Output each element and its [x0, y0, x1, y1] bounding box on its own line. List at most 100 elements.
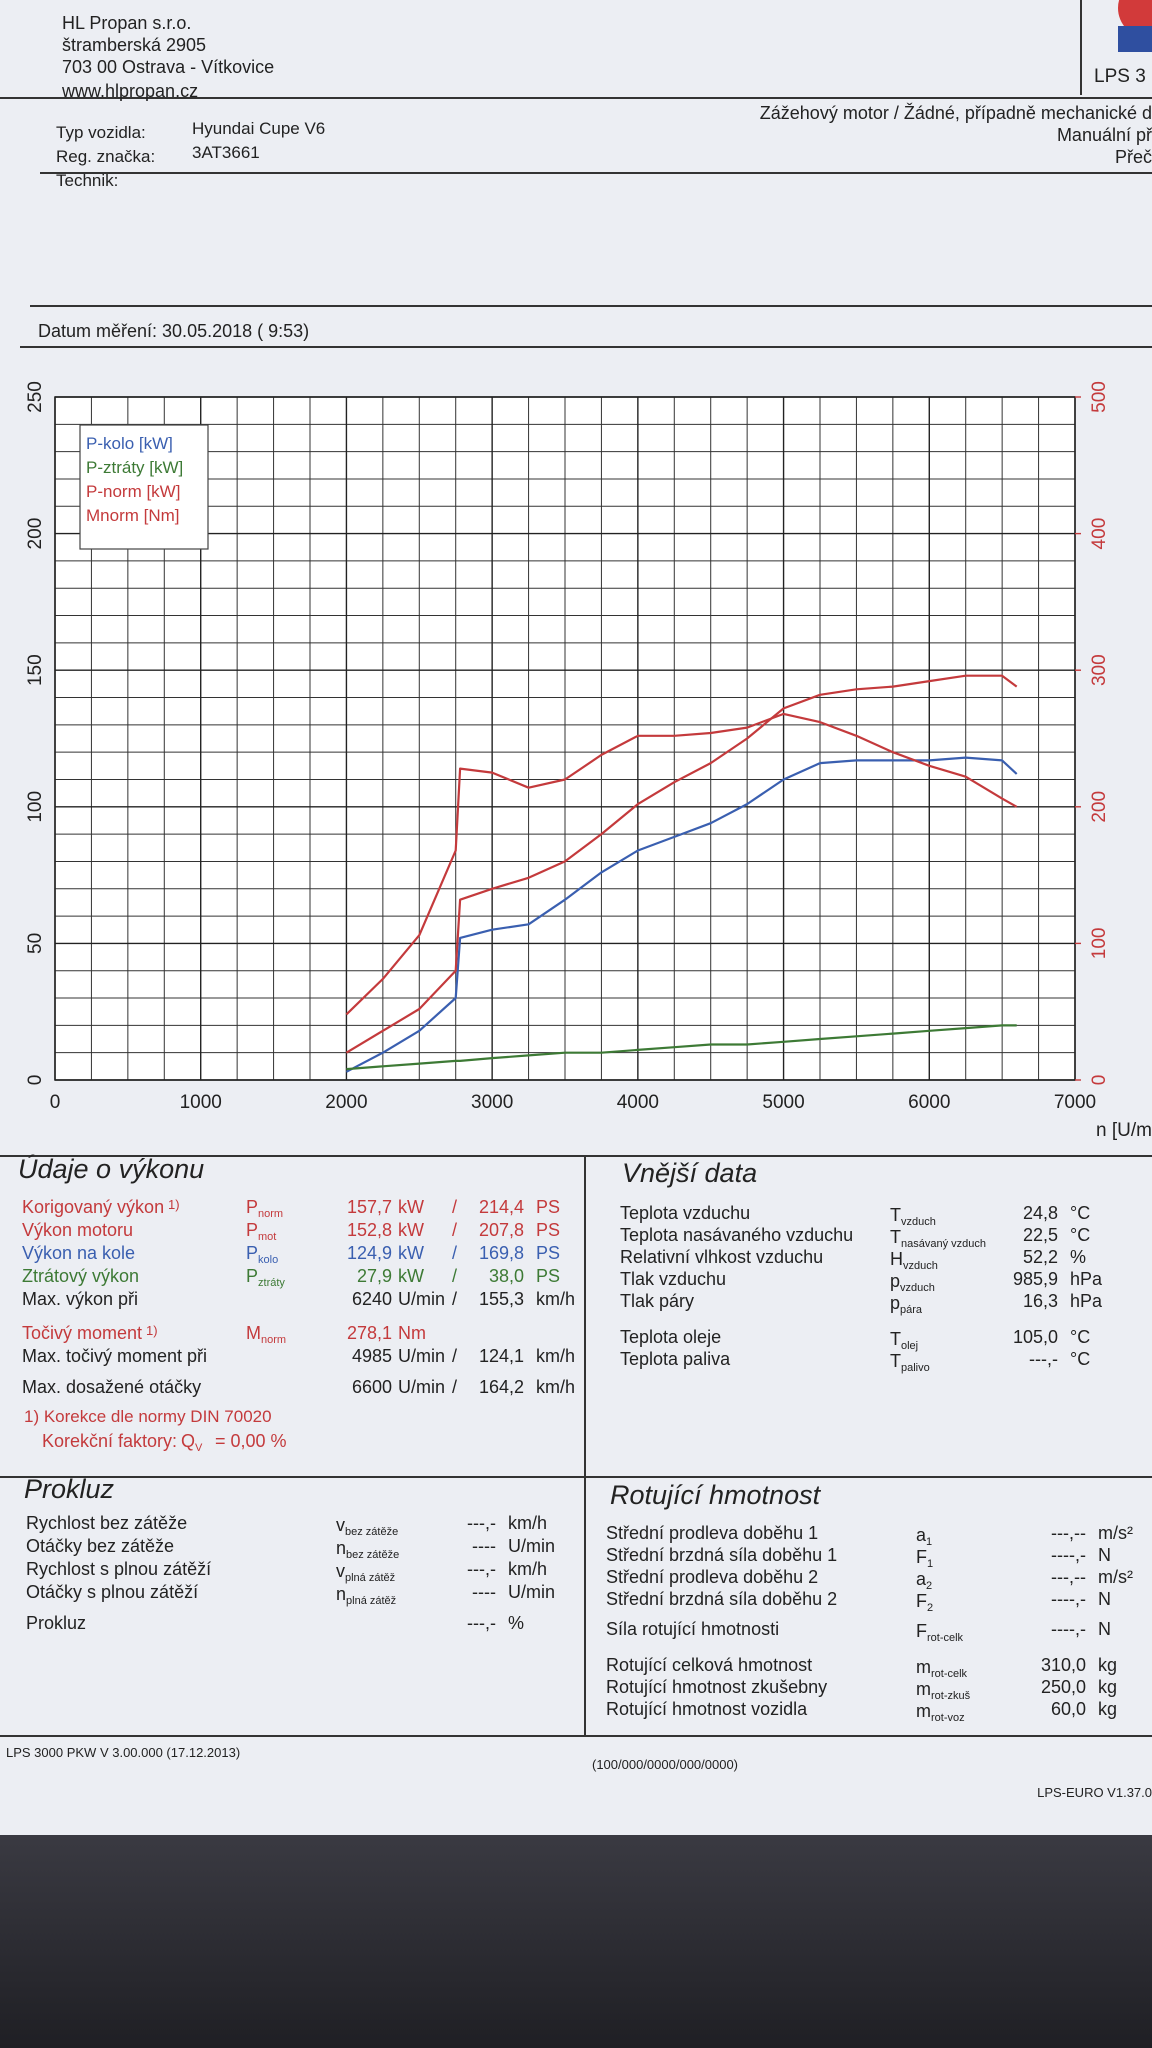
row-unit: °C: [1070, 1225, 1091, 1245]
vehicle-label: Technik:: [56, 171, 119, 190]
company-line: HL Propan s.r.o.: [62, 13, 192, 33]
row-cell: 155,3: [478, 1289, 524, 1309]
vehicle-label: Typ vozidla:: [56, 123, 146, 142]
company-line: 703 00 Ostrava - Vítkovice: [62, 57, 275, 77]
row-cell: 278,1: [346, 1323, 392, 1343]
row-cell: 157,7: [346, 1197, 392, 1217]
y-tick-label: 0: [25, 1075, 46, 1086]
row-value: ----: [472, 1582, 496, 1602]
row-label: Točivý moment: [22, 1323, 143, 1343]
symbol-main: P: [246, 1197, 259, 1217]
symbol-sub: plná zátěž: [345, 1572, 396, 1584]
x-tick-label: 5000: [762, 1092, 804, 1113]
symbol: Tpalivo: [890, 1350, 930, 1379]
symbol-main: M: [246, 1323, 261, 1343]
rule: [0, 1155, 1152, 1157]
correction-label: Korekční faktory:: [42, 1431, 178, 1451]
row-value: ---,-: [467, 1513, 496, 1533]
symbol-main: H: [890, 1249, 903, 1269]
x-tick-label: 1000: [180, 1092, 222, 1113]
symbol-sub: 1: [927, 1558, 934, 1570]
logo: [1118, 0, 1152, 52]
y-tick-label: 100: [25, 791, 46, 823]
row-value: ---,-: [467, 1613, 496, 1633]
row-label: Rotující hmotnost zkušebny: [606, 1677, 828, 1697]
row-cell: 164,2: [478, 1377, 524, 1397]
legend-label: Mnorm [Nm]: [86, 506, 180, 525]
symbol-sub: nasávaný vzduch: [901, 1238, 986, 1250]
symbol: mrot-celk: [916, 1656, 967, 1685]
row-unit: °C: [1070, 1349, 1091, 1369]
footer-right: LPS-EURO V1.37.0: [1037, 1785, 1152, 1800]
row-label: Max. točivý moment při: [22, 1346, 208, 1366]
row-unit: m/s²: [1098, 1567, 1133, 1587]
vehicle-label: Reg. značka:: [56, 147, 156, 166]
row-cell: 124,1: [478, 1346, 524, 1366]
row-label: Max. dosažené otáčky: [22, 1377, 202, 1397]
symbol-sub: 2: [927, 1602, 934, 1614]
row-cell: 124,9: [346, 1243, 392, 1263]
row-value: ---,--: [1051, 1523, 1086, 1543]
row-label: Teplota vzduchu: [620, 1203, 751, 1223]
row-label: Teplota oleje: [620, 1327, 722, 1347]
symbol-sub: 2: [926, 1580, 933, 1592]
row-unit: °C: [1070, 1203, 1091, 1223]
rule: [0, 1476, 1152, 1478]
symbol-sub: mot: [258, 1231, 277, 1243]
symbol: ppára: [890, 1292, 922, 1321]
row-cell: PS: [536, 1220, 561, 1240]
row-cell: kW: [398, 1197, 424, 1217]
row-unit: U/min: [508, 1582, 556, 1602]
rule: [30, 305, 1152, 307]
symbol-sub: rot-zkuš: [931, 1690, 971, 1702]
row-cell: 6600: [351, 1377, 392, 1397]
row-cell: /: [452, 1197, 458, 1217]
y-tick-label: 50: [25, 933, 46, 954]
symbol: Pztráty: [246, 1265, 285, 1294]
row-label: Teplota paliva: [620, 1349, 731, 1369]
row-label: Rotující celková hmotnost: [606, 1655, 813, 1675]
row-cell: 38,0: [488, 1266, 524, 1286]
row-unit: kg: [1098, 1677, 1118, 1697]
symbol: F2: [916, 1590, 933, 1619]
rule: [40, 172, 1152, 174]
symbol-sub: V: [195, 1442, 203, 1454]
symbol-sub: kolo: [258, 1254, 279, 1266]
engine: Zážehový motor / Žádné, případně mechani…: [759, 103, 1152, 123]
company-line: www.hlpropan.cz: [62, 81, 199, 101]
symbol: F1: [916, 1546, 933, 1575]
symbol: vbez zátěže: [336, 1514, 398, 1543]
row-cell: /: [452, 1346, 458, 1366]
row-cell: 214,4: [478, 1197, 524, 1217]
y2-tick-label: 400: [1089, 518, 1110, 550]
row-cell: PS: [536, 1197, 561, 1217]
symbol-main: T: [890, 1227, 901, 1247]
y2-tick-label: 500: [1089, 381, 1110, 413]
symbol-main: p: [890, 1293, 901, 1313]
symbol-sub: olej: [901, 1340, 919, 1352]
row-value: 250,0: [1040, 1677, 1086, 1697]
symbol: Tolej: [890, 1328, 918, 1357]
symbol: Frot-celk: [916, 1620, 963, 1649]
rule: [584, 1155, 586, 1735]
row-note: 1): [146, 1323, 158, 1338]
section-title: Údaje o výkonu: [18, 1154, 205, 1184]
footer-left: LPS 3000 PKW V 3.00.000 (17.12.2013): [6, 1745, 241, 1760]
row-label: Teplota nasávaného vzduchu: [620, 1225, 854, 1245]
symbol-main: T: [890, 1329, 901, 1349]
row-cell: kW: [398, 1266, 424, 1286]
row-value: ---,-: [467, 1559, 496, 1579]
symbol-main: n: [336, 1538, 347, 1558]
series-line: [346, 1024, 1017, 1071]
symbol: Pnorm: [246, 1196, 283, 1225]
row-value: ---,-: [1029, 1349, 1058, 1369]
y2-tick-label: 0: [1089, 1075, 1110, 1086]
symbol-sub: vzduch: [901, 1216, 936, 1228]
symbol-sub: plná zátěž: [346, 1595, 397, 1607]
row-value: 24,8: [1022, 1203, 1058, 1223]
symbol: nbez zátěže: [336, 1537, 399, 1566]
row-label: Výkon na kole: [22, 1243, 136, 1263]
symbol: Tvzduch: [890, 1204, 936, 1233]
row-cell: /: [452, 1220, 458, 1240]
rule: [20, 346, 1152, 348]
